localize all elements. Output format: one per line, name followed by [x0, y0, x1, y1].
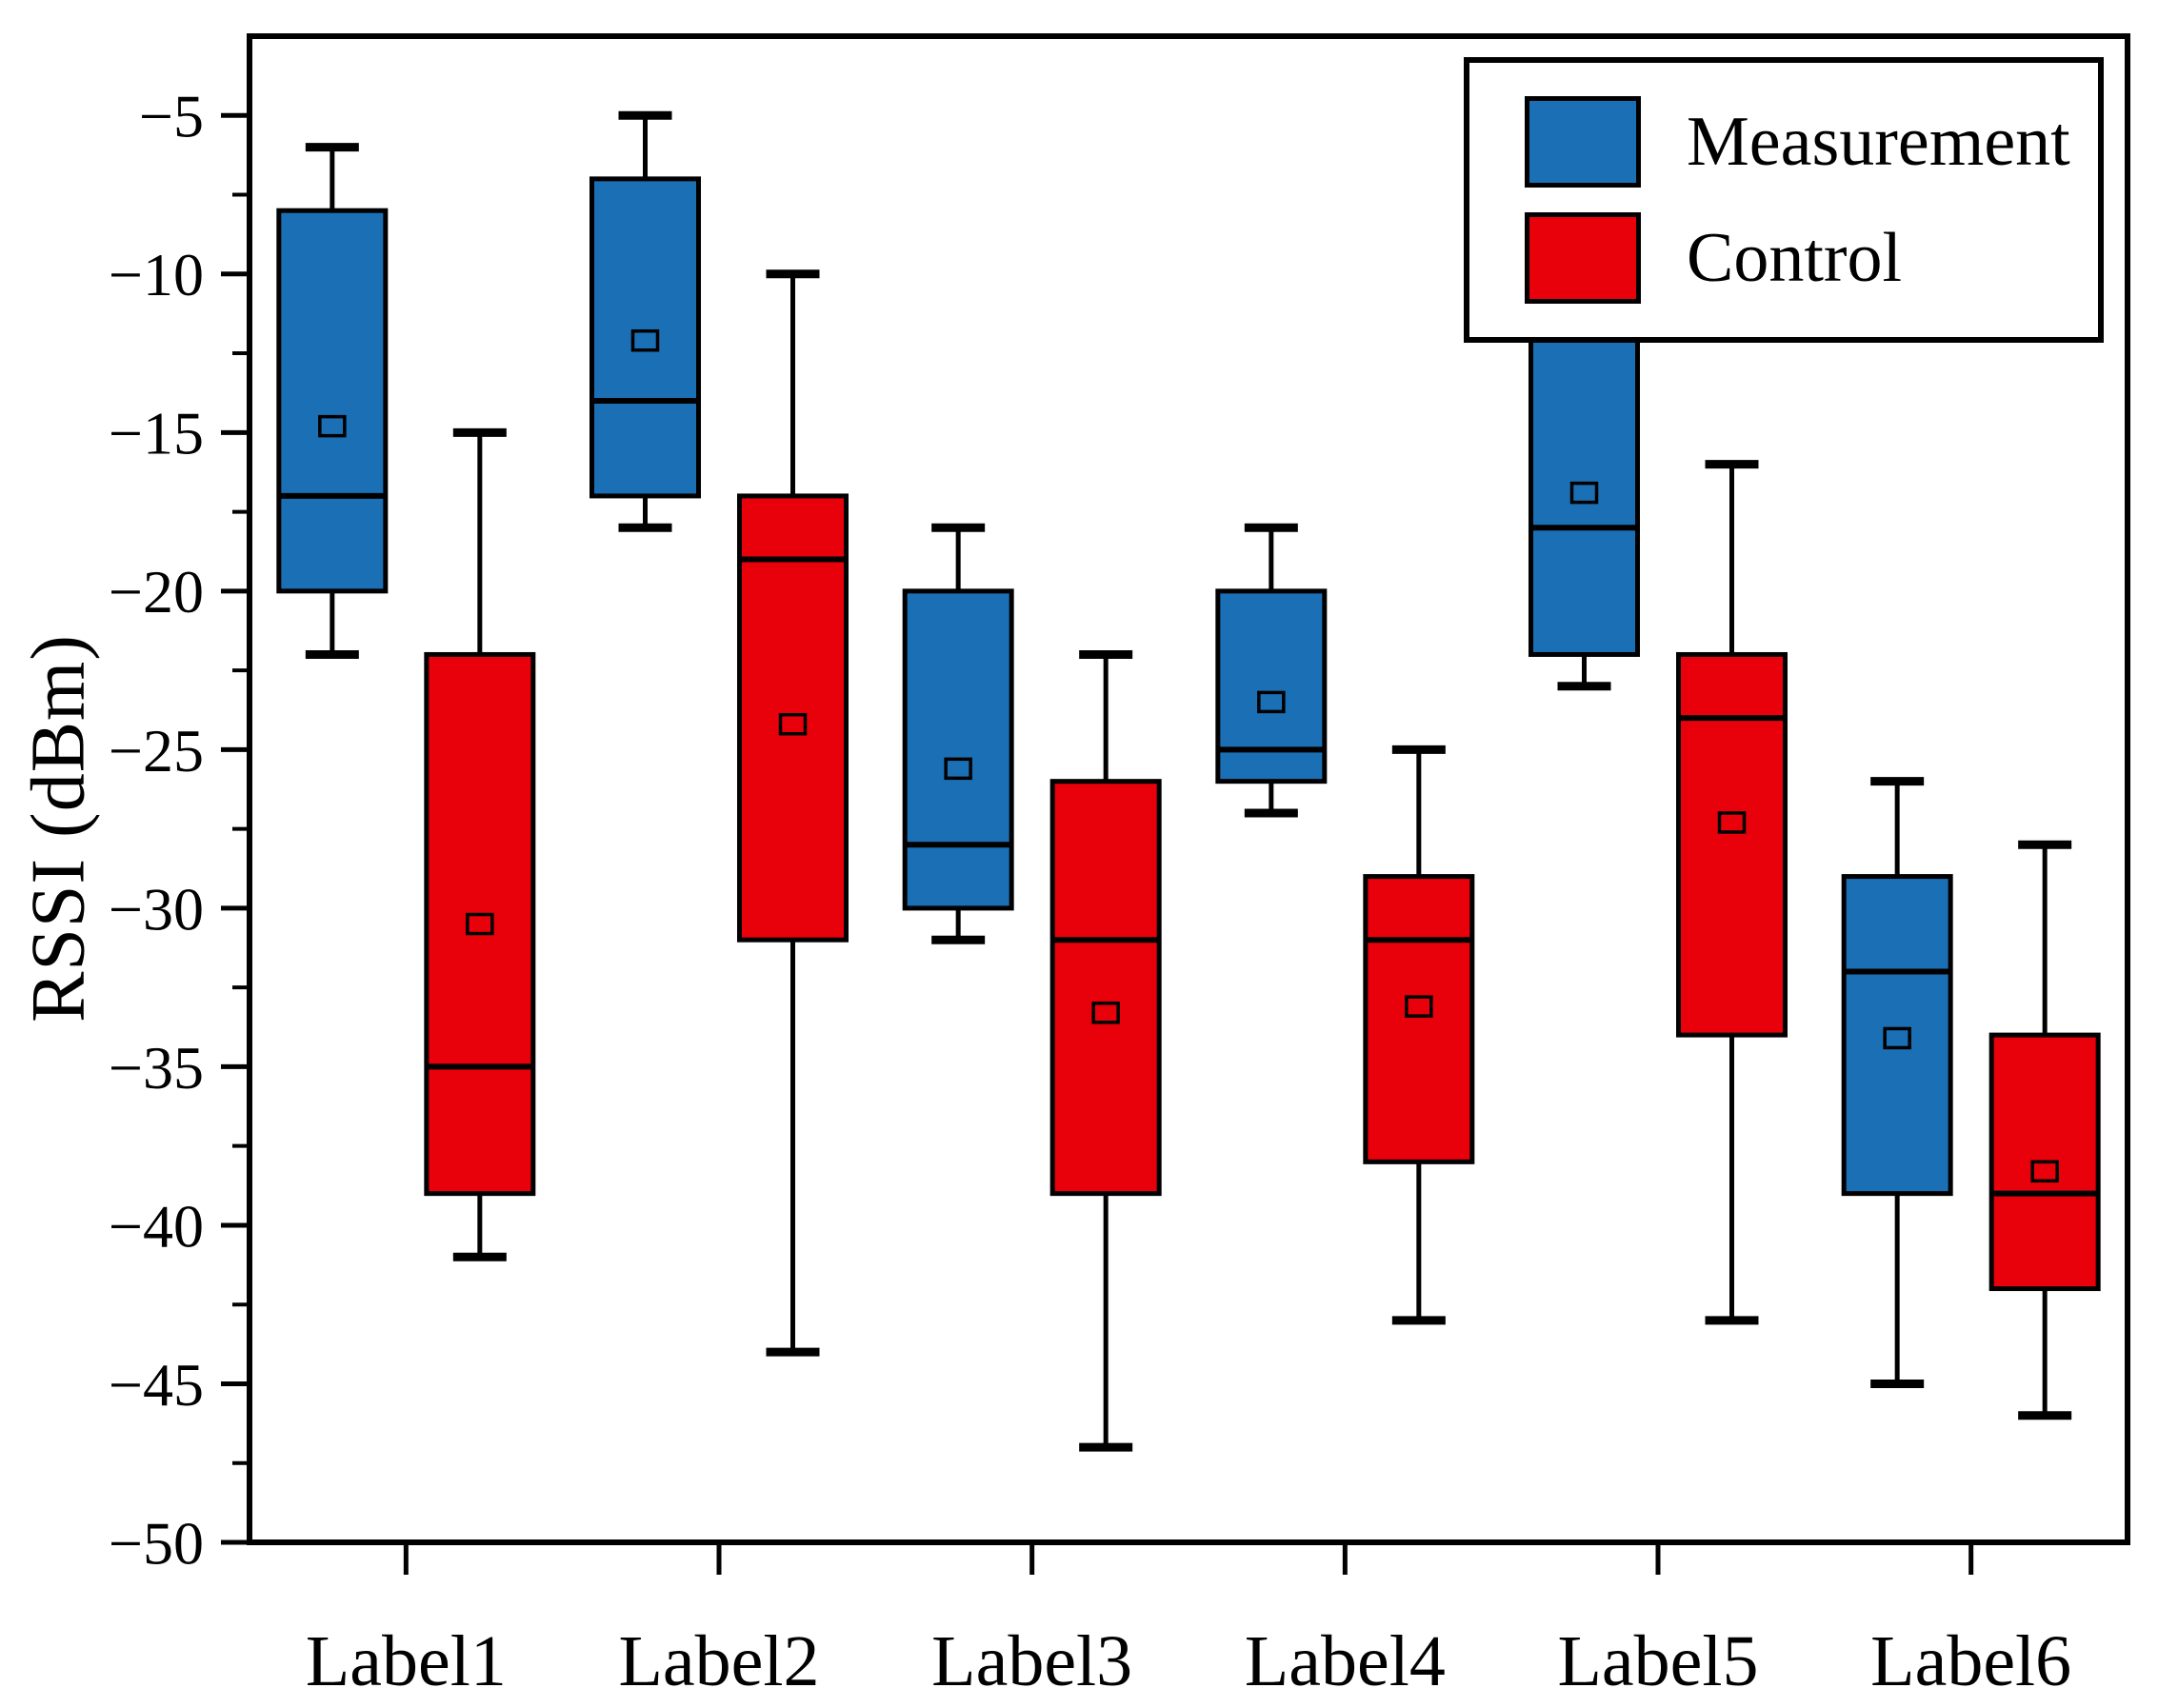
box-measurement-label1 — [276, 143, 389, 659]
y-tick-label: −25 — [109, 717, 204, 784]
box-rect — [902, 588, 1014, 911]
measurement-swatch — [1525, 96, 1641, 188]
box-measurement-label2 — [589, 110, 701, 532]
x-tick-label: Label5 — [1557, 1621, 1758, 1701]
mean-marker — [318, 414, 347, 438]
box-measurement-label4 — [1215, 523, 1328, 818]
mean-marker — [1569, 481, 1599, 505]
y-tick-label: −35 — [109, 1034, 204, 1102]
legend-label-control: Control — [1687, 219, 1903, 297]
y-tick-label: −5 — [139, 83, 204, 150]
x-tick-label: Label2 — [618, 1621, 819, 1701]
mean-marker — [630, 328, 660, 352]
legend-label-measurement: Measurement — [1687, 103, 2070, 181]
mean-marker — [1717, 811, 1747, 834]
legend-item-control: Control — [1525, 212, 2098, 304]
box-rect — [424, 651, 536, 1197]
x-tick-label: Label1 — [306, 1621, 507, 1701]
box-control-label1 — [424, 427, 536, 1261]
mean-marker — [466, 912, 494, 936]
mean-marker — [1257, 690, 1286, 714]
box-rect — [1363, 874, 1475, 1164]
box-rect — [1049, 779, 1162, 1197]
box-control-label4 — [1363, 745, 1475, 1325]
box-rect — [276, 208, 389, 594]
mean-marker — [778, 712, 808, 736]
mean-marker — [944, 757, 972, 781]
y-tick-label: −40 — [109, 1192, 204, 1260]
box-rect — [1676, 651, 1788, 1038]
mean-marker — [1091, 1002, 1120, 1024]
mean-marker — [1405, 995, 1433, 1018]
box-rect — [737, 493, 849, 943]
box-control-label2 — [737, 269, 849, 1357]
y-tick-label: −15 — [109, 400, 204, 467]
x-tick-label: Label4 — [1245, 1621, 1446, 1701]
y-tick-label: −45 — [109, 1351, 204, 1419]
box-control-label5 — [1676, 460, 1788, 1325]
box-control-label6 — [1988, 840, 2101, 1420]
y-tick-label: −50 — [109, 1509, 204, 1577]
box-rect — [589, 176, 701, 499]
box-control-label3 — [1049, 649, 1162, 1452]
y-axis-title: RSSI (dBm) — [16, 634, 101, 1023]
box-measurement-label3 — [902, 523, 1014, 944]
y-tick-label: −30 — [109, 875, 204, 943]
mean-marker — [2030, 1160, 2059, 1183]
box-rect — [1841, 874, 1953, 1197]
x-tick-label: Label6 — [1870, 1621, 2071, 1701]
box-measurement-label6 — [1841, 777, 1953, 1388]
legend-item-measurement: Measurement — [1525, 96, 2098, 188]
mean-marker — [1883, 1026, 1911, 1050]
box-rect — [1215, 588, 1328, 784]
y-tick-label: −10 — [109, 241, 204, 308]
box-rect — [1529, 303, 1640, 657]
control-swatch — [1525, 212, 1641, 304]
plot-frame — [247, 33, 2130, 1545]
x-tick-label: Label3 — [931, 1621, 1132, 1701]
y-tick-label: −20 — [109, 558, 204, 626]
legend: Measurement Control — [1464, 57, 2104, 343]
